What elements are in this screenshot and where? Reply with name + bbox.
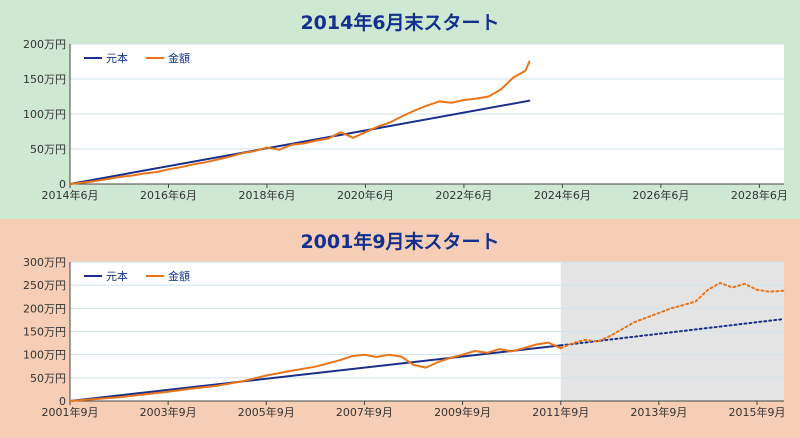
legend-label-1-0: 元本 bbox=[106, 51, 128, 65]
x-tick-label-2-6: 2013年9月 bbox=[630, 405, 687, 419]
x-tick-label-2-5: 2011年9月 bbox=[532, 405, 589, 419]
y-tick-label-2-6: 300万円 bbox=[23, 256, 66, 269]
y-tick-label-1-0: 0 bbox=[59, 178, 66, 191]
series-line-2-3 bbox=[559, 281, 785, 350]
series-line-2-1 bbox=[69, 341, 562, 402]
y-tick-label-2-0: 0 bbox=[59, 395, 66, 408]
x-tick-label-1-7: 2028年6月 bbox=[731, 188, 788, 202]
y-tick-label-1-4: 200万円 bbox=[23, 38, 66, 51]
series-line-1-1 bbox=[69, 60, 531, 185]
y-tick-label-2-5: 250万円 bbox=[23, 279, 66, 292]
x-tick-label-1-0: 2014年6月 bbox=[42, 188, 99, 202]
x-tick-label-2-2: 2005年9月 bbox=[238, 405, 295, 419]
chart-1-svg: 0 50万円 100万円 150万円 200万円 2014年6月 2016年6月 2018年6… bbox=[23, 38, 788, 202]
y-tick-label-2-2: 100万円 bbox=[23, 349, 66, 362]
y-tick-label-1-3: 150万円 bbox=[23, 73, 66, 86]
x-tick-label-1-6: 2026年6月 bbox=[632, 188, 689, 202]
chart-2-title: 2001年9月末スタート bbox=[300, 231, 500, 253]
y-tick-label-2-1: 50万円 bbox=[30, 372, 66, 385]
series-line-1-0 bbox=[69, 99, 531, 185]
chart-panel-1: 2014年6月末スタート 0 50万円 100万円 150万円 200万円 2014年6月… bbox=[0, 0, 800, 219]
x-tick-label-1-4: 2022年6月 bbox=[435, 188, 492, 202]
x-tick-label-1-3: 2020年6月 bbox=[337, 188, 394, 202]
legend-label-2-1: 金額 bbox=[168, 269, 190, 283]
x-tick-label-2-1: 2003年9月 bbox=[140, 405, 197, 419]
series-line-2-2 bbox=[559, 318, 785, 347]
y-tick-label-1-1: 50万円 bbox=[30, 143, 66, 156]
y-tick-label-1-2: 100万円 bbox=[23, 108, 66, 121]
legend-label-1-1: 金額 bbox=[168, 51, 190, 65]
series-line-2-0 bbox=[69, 344, 562, 402]
x-tick-label-2-0: 2001年9月 bbox=[42, 405, 99, 419]
chart-2-svg: 0 50万円 100万円 150万円 200万円 250万円 300万円 2001年9月 200… bbox=[23, 256, 786, 419]
x-tick-label-2-4: 2009年9月 bbox=[434, 405, 491, 419]
x-tick-label-2-3: 2007年9月 bbox=[336, 405, 393, 419]
x-tick-label-1-5: 2024年6月 bbox=[534, 188, 591, 202]
x-tick-label-1-1: 2016年6月 bbox=[140, 188, 197, 202]
x-tick-label-1-2: 2018年6月 bbox=[238, 188, 295, 202]
legend-label-2-0: 元本 bbox=[106, 269, 128, 283]
chart-1-title: 2014年6月末スタート bbox=[300, 12, 500, 34]
y-tick-label-2-4: 200万円 bbox=[23, 302, 66, 315]
x-tick-label-2-7: 2015年9月 bbox=[729, 405, 786, 419]
y-tick-label-2-3: 150万円 bbox=[23, 326, 66, 339]
chart-panel-2: 2001年9月末スタート 0 50万円 100万円 150万円 200万円 250万円 30… bbox=[0, 219, 800, 438]
